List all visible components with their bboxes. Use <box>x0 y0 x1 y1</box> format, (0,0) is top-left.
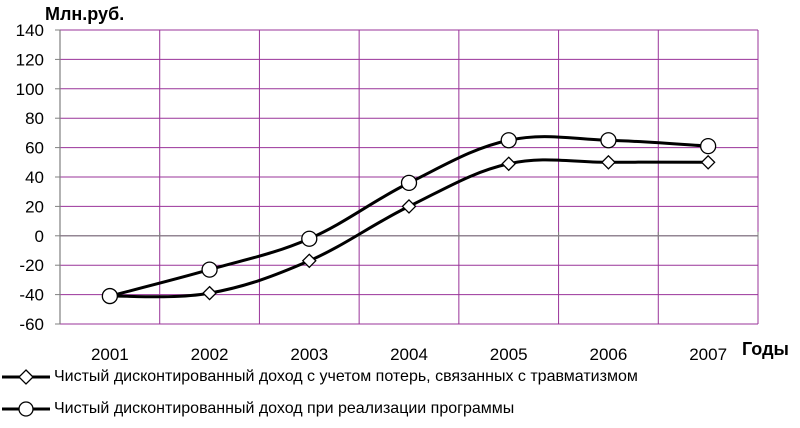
x-tick-label: 2002 <box>191 345 229 364</box>
circle-marker <box>201 261 218 278</box>
legend-item-1: Чистый дисконтированный доход при реализ… <box>0 398 514 420</box>
legend-circle-swatch-icon <box>2 401 50 417</box>
circle-marker <box>600 132 617 149</box>
y-tick-label: 20 <box>25 197 44 216</box>
x-tick-label: 2003 <box>290 345 328 364</box>
axes <box>55 29 759 325</box>
diamond-marker <box>401 198 417 214</box>
x-tick-label: 2007 <box>689 345 727 364</box>
circle-marker <box>301 230 318 247</box>
legend-diamond-swatch-icon <box>2 369 50 385</box>
legend-item-0: Чистый дисконтированный доход с учетом п… <box>0 366 638 388</box>
x-tick-label: 2005 <box>490 345 528 364</box>
x-tick-labels: 2001 2002 2003 2004 2005 2006 2007 <box>91 345 727 364</box>
circle-marker <box>101 287 119 305</box>
legend-label-0: Чистый дисконтированный доход с учетом п… <box>54 368 638 385</box>
diamond-marker <box>700 154 716 170</box>
diamond-marker <box>301 253 317 269</box>
x-axis-label: Годы <box>742 339 789 359</box>
y-tick-label: 80 <box>25 109 44 128</box>
legend-label-1: Чистый дисконтированный доход при реализ… <box>54 400 515 417</box>
circle-marker <box>500 132 517 149</box>
y-tick-labels: 140 120 100 80 60 40 20 0 -20 -40 -60 <box>16 21 44 334</box>
y-axis-label: Млн.руб. <box>45 4 124 24</box>
y-tick-label: -60 <box>19 315 44 334</box>
diamond-marker <box>501 156 517 172</box>
series-line-1 <box>109 135 709 298</box>
x-tick-label: 2006 <box>590 345 628 364</box>
series-lines <box>101 132 717 305</box>
y-tick-label: 120 <box>16 50 44 69</box>
y-tick-label: 40 <box>25 168 44 187</box>
y-tick-label: 100 <box>16 80 44 99</box>
diamond-marker <box>202 285 217 301</box>
y-tick-label: 0 <box>35 227 44 246</box>
y-tick-label: 140 <box>16 21 44 40</box>
circle-marker <box>699 137 717 155</box>
diamond-marker <box>601 154 616 170</box>
y-tick-label: -40 <box>19 286 44 305</box>
circle-marker <box>400 174 418 192</box>
x-tick-label: 2001 <box>91 345 129 364</box>
y-tick-label: 60 <box>25 139 44 158</box>
y-tick-label: -20 <box>19 256 44 275</box>
x-tick-label: 2004 <box>390 345 428 364</box>
